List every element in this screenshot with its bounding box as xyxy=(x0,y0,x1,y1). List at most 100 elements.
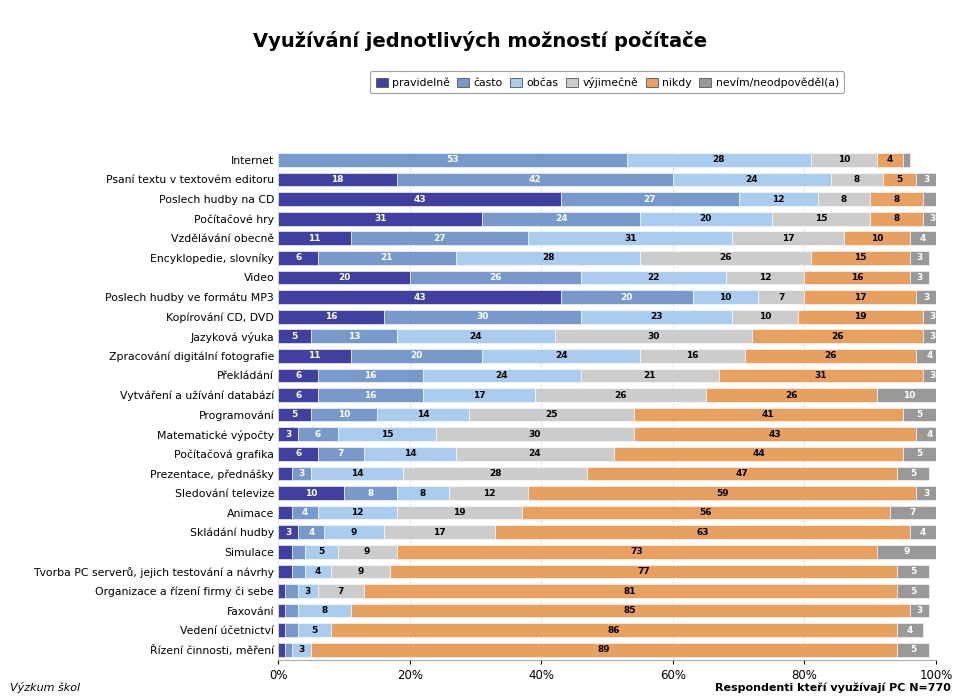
Bar xyxy=(811,251,910,265)
Bar xyxy=(384,526,495,539)
Bar xyxy=(640,211,772,225)
Bar xyxy=(588,466,897,480)
Bar xyxy=(903,153,910,167)
Text: 26: 26 xyxy=(825,351,837,360)
Bar xyxy=(693,290,758,304)
Bar xyxy=(278,427,299,441)
Legend: pravidelně, často, občas, výjimečně, nikdy, nevím/neodpověděl(a): pravidelně, často, občas, výjimečně, nik… xyxy=(371,71,844,94)
Text: 6: 6 xyxy=(295,391,301,399)
Text: 11: 11 xyxy=(308,351,321,360)
Text: 7: 7 xyxy=(910,508,916,517)
Bar xyxy=(285,604,299,618)
Text: 4: 4 xyxy=(315,567,321,576)
Bar xyxy=(897,565,929,578)
Bar xyxy=(311,466,403,480)
Bar xyxy=(634,408,903,422)
Bar xyxy=(278,369,318,383)
Bar xyxy=(897,643,929,657)
Text: 4: 4 xyxy=(926,351,932,360)
Bar xyxy=(396,487,449,500)
Text: 5: 5 xyxy=(318,547,324,556)
Text: 5: 5 xyxy=(311,625,318,634)
Text: 7: 7 xyxy=(779,292,784,302)
Bar xyxy=(423,388,535,402)
Text: 4: 4 xyxy=(920,528,926,537)
Bar xyxy=(923,310,943,323)
Text: 20: 20 xyxy=(700,214,712,223)
Text: 11: 11 xyxy=(308,234,321,243)
Bar xyxy=(495,526,910,539)
Text: 8: 8 xyxy=(854,175,860,184)
Bar xyxy=(285,623,299,637)
Text: 3: 3 xyxy=(285,528,292,537)
Bar xyxy=(627,153,811,167)
Bar xyxy=(804,290,916,304)
Text: 24: 24 xyxy=(555,214,567,223)
Bar xyxy=(338,427,436,441)
Text: 3: 3 xyxy=(923,292,929,302)
Bar xyxy=(278,232,350,245)
Text: 9: 9 xyxy=(903,547,909,556)
Text: 10: 10 xyxy=(838,156,851,164)
Bar xyxy=(304,545,338,558)
Bar xyxy=(350,349,482,363)
Text: 4: 4 xyxy=(887,156,893,164)
Bar xyxy=(278,604,285,618)
Text: 16: 16 xyxy=(364,371,376,380)
Bar xyxy=(423,369,581,383)
Text: 26: 26 xyxy=(614,391,627,399)
Bar xyxy=(482,349,640,363)
Text: 53: 53 xyxy=(446,156,459,164)
Bar xyxy=(798,310,923,323)
Text: 6: 6 xyxy=(295,450,301,459)
Bar xyxy=(581,369,719,383)
Text: 28: 28 xyxy=(541,253,554,262)
Text: 10: 10 xyxy=(871,234,883,243)
Text: 4: 4 xyxy=(308,528,315,537)
Text: 89: 89 xyxy=(597,646,611,654)
Bar xyxy=(278,290,562,304)
Bar xyxy=(521,506,890,519)
Text: 43: 43 xyxy=(414,195,426,204)
Bar xyxy=(897,466,929,480)
Text: Využívání jednotlivých možností počítače: Využívání jednotlivých možností počítače xyxy=(252,31,708,52)
Text: 14: 14 xyxy=(403,450,417,459)
Text: 17: 17 xyxy=(781,234,794,243)
Bar xyxy=(278,408,311,422)
Text: 5: 5 xyxy=(910,567,916,576)
Text: 6: 6 xyxy=(315,430,321,439)
Bar xyxy=(318,388,423,402)
Text: 24: 24 xyxy=(469,332,482,341)
Text: 24: 24 xyxy=(555,351,567,360)
Text: 5: 5 xyxy=(292,332,298,341)
Text: Respondenti kteří využívají PC N=770: Respondenti kteří využívají PC N=770 xyxy=(714,683,950,693)
Bar xyxy=(278,487,344,500)
Bar xyxy=(739,192,818,206)
Bar xyxy=(292,565,304,578)
Bar xyxy=(916,290,936,304)
Bar xyxy=(344,487,396,500)
Bar xyxy=(292,506,318,519)
Bar xyxy=(278,643,285,657)
Text: 17: 17 xyxy=(472,391,486,399)
Text: 5: 5 xyxy=(917,450,923,459)
Text: 18: 18 xyxy=(331,175,344,184)
Bar xyxy=(916,172,936,186)
Bar xyxy=(555,329,752,343)
Bar xyxy=(876,388,943,402)
Text: 28: 28 xyxy=(712,156,725,164)
Text: 73: 73 xyxy=(631,547,643,556)
Bar xyxy=(910,232,936,245)
Text: 20: 20 xyxy=(338,273,350,282)
Text: 56: 56 xyxy=(700,508,712,517)
Bar xyxy=(278,388,318,402)
Bar xyxy=(304,565,331,578)
Text: 31: 31 xyxy=(624,234,636,243)
Text: 31: 31 xyxy=(815,371,828,380)
Bar xyxy=(469,408,634,422)
Bar xyxy=(338,545,396,558)
Bar xyxy=(278,584,285,598)
Bar xyxy=(324,526,384,539)
Bar xyxy=(562,290,693,304)
Bar xyxy=(436,427,634,441)
